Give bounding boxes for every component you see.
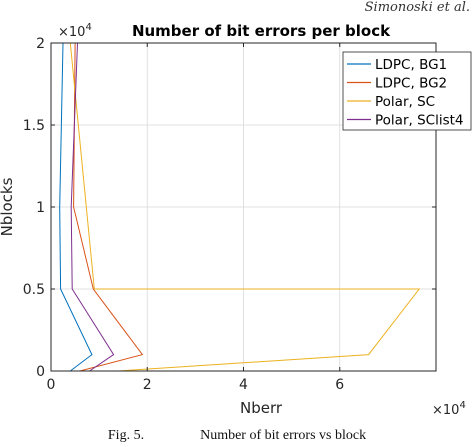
author-note: Simonoski et al. [364, 0, 470, 15]
legend-label: Polar, SClist4 [375, 113, 464, 129]
y-tick-label: 1 [36, 200, 45, 216]
y-axis-label: Nblocks [0, 177, 16, 236]
y-tick-label: 0.5 [23, 282, 45, 298]
x-tick-label: 2 [143, 377, 152, 393]
legend-label: LDPC, BG1 [375, 57, 447, 73]
series-line [69, 42, 421, 372]
series-line [73, 42, 144, 372]
axis-ticks: 0 2 4 6 0 0.5 1 1.5 2 [23, 36, 437, 393]
x-tick-label: 4 [239, 377, 248, 393]
x-axis-multiplier: ×104 [432, 400, 466, 418]
y-tick-label: 2 [36, 36, 45, 52]
legend-label: LDPC, BG2 [375, 76, 447, 92]
series-lines [59, 42, 421, 372]
x-axis-label: Nberr [240, 399, 283, 417]
x-tick-label: 6 [335, 377, 344, 393]
legend-label: Polar, SC [375, 94, 435, 110]
series-line [59, 42, 93, 372]
caption-text: Number of bit errors vs block [200, 428, 367, 443]
figure-label: Fig. 5. [107, 428, 145, 443]
chart-title: Number of bit errors per block [132, 22, 391, 40]
x-tick-label: 0 [47, 377, 56, 393]
legend: LDPC, BG1 LDPC, BG2 Polar, SC Polar, SClist… [342, 51, 472, 131]
y-tick-label: 1.5 [23, 118, 45, 134]
series-line [70, 42, 115, 372]
legend-box [342, 51, 472, 131]
y-axis-multiplier: ×104 [58, 22, 92, 40]
figure-caption: Fig. 5. Number of bit errors vs block [0, 428, 474, 444]
y-tick-label: 0 [36, 364, 45, 380]
